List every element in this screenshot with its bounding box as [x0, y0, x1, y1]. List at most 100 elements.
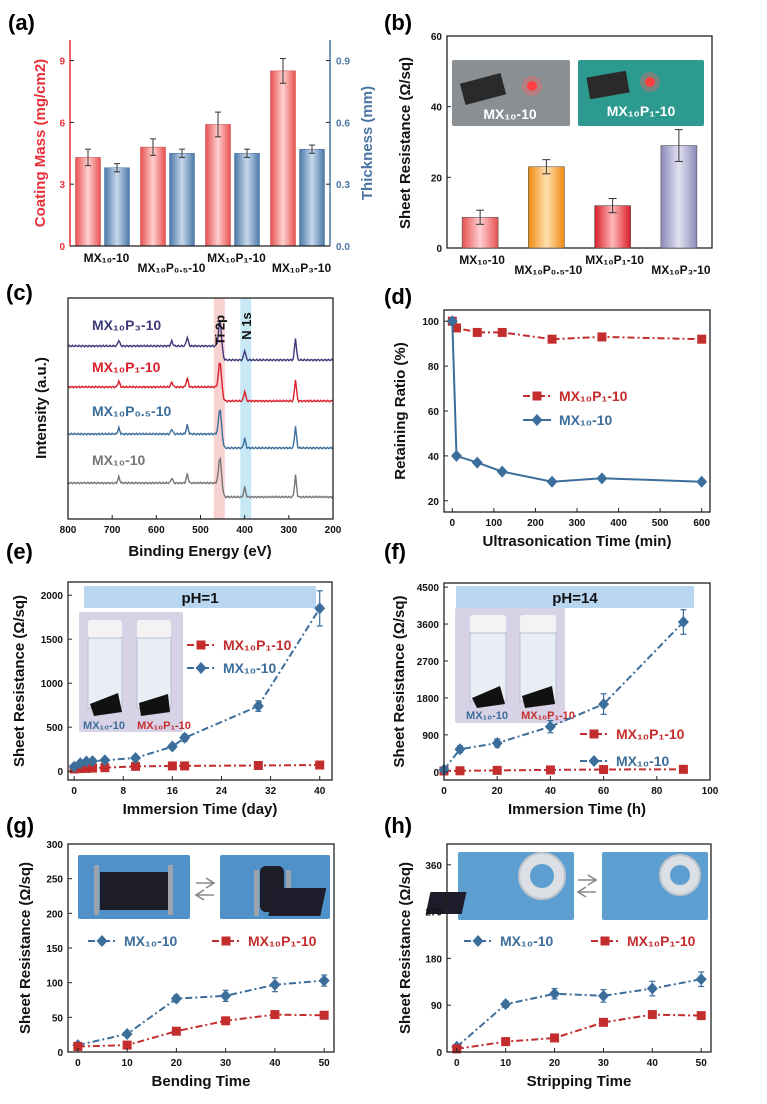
data-point [697, 334, 707, 344]
y-axis-label: Thickness (mm) [359, 86, 376, 200]
y-axis-label: Sheet Resistance (Ω/sq) [391, 595, 408, 767]
y-axis-label: Retaining Ratio (%) [392, 342, 409, 480]
x-tick-label: 50 [696, 1058, 708, 1069]
x-tick-label: 20 [549, 1058, 561, 1069]
data-point [167, 761, 177, 771]
data-point [319, 1010, 329, 1020]
data-point [252, 700, 264, 713]
legend-label: MX₁₀P₁-10 [248, 933, 317, 949]
sample-sheet [100, 872, 168, 910]
x-tick-label: 40 [269, 1058, 281, 1069]
spectrum-line [67, 320, 334, 362]
x-axis-label: Immersion Time (h) [508, 801, 646, 818]
y-tick-label: 0 [433, 768, 439, 779]
data-point [599, 765, 609, 775]
x-tick-label: 100 [702, 786, 719, 797]
data-point [598, 1017, 608, 1027]
led-light [645, 77, 655, 87]
y-tick-label: 180 [425, 954, 442, 965]
annotation: Ti 2p [212, 315, 227, 345]
data-point [454, 743, 466, 756]
y-tick-label: 90 [431, 1001, 443, 1012]
tweezer [168, 865, 173, 915]
led-light [527, 81, 537, 91]
category-label: MX₁₀P₁-10 [585, 253, 644, 267]
y-axis-label: Sheet Resistance (Ω/sq) [11, 595, 28, 767]
data-point [121, 1027, 133, 1040]
data-point [170, 992, 182, 1005]
x-tick-label: 700 [104, 525, 121, 536]
bar-thickness [104, 167, 130, 247]
vial-cap [520, 615, 556, 633]
y-tick-label: 6 [59, 118, 65, 129]
peak-band [240, 298, 252, 519]
sample-sheet [425, 892, 467, 914]
y-tick-label: 300 [46, 840, 63, 851]
y-tick-label: 80 [428, 362, 440, 373]
panel-label: (e) [6, 539, 33, 564]
x-tick-label: 50 [319, 1058, 331, 1069]
bar [660, 145, 698, 249]
category-label: MX₁₀-10 [84, 251, 130, 265]
data-point [597, 989, 609, 1002]
x-tick-label: 100 [486, 518, 503, 529]
photo-label: MX₁₀P₁-10 [607, 103, 676, 119]
chart-title: pH=1 [181, 590, 218, 607]
data-point [532, 391, 542, 401]
data-point [600, 936, 610, 946]
sample-strip [90, 693, 122, 716]
series-line [456, 978, 702, 1048]
panel-g: (g) 0 50 100 150 200 250 300 0 10 20 30 40 50 Sheet Re… [6, 813, 335, 1090]
y-tick-label: 0 [436, 244, 442, 255]
x-tick-label: 200 [527, 518, 544, 529]
y-axis-label: Sheet Resistance (Ω/sq) [397, 862, 414, 1034]
data-point [696, 475, 708, 488]
y-tick-label: 4500 [417, 583, 440, 594]
y-tick-label: 40 [428, 452, 440, 463]
data-point [678, 764, 688, 774]
y-tick-label: 60 [428, 407, 440, 418]
category-label: MX₁₀P₀.₅-10 [514, 263, 582, 277]
data-point [166, 740, 178, 753]
panel-label: (a) [8, 10, 35, 35]
y-tick-label: 0 [57, 767, 63, 778]
x-tick-label: 0 [71, 786, 77, 797]
arrow-right-icon [578, 874, 598, 886]
panel-b: (b)MX₁₀-10MX₁₀P₀.₅-10MX₁₀P₁-10MX₁₀P₃-100… [384, 10, 713, 277]
x-tick-label: 10 [122, 1058, 134, 1069]
data-point [492, 765, 502, 775]
data-point [646, 982, 658, 995]
data-point [253, 760, 263, 770]
legend-label: MX₁₀P₁-10 [223, 637, 292, 653]
y-tick-label: 0 [57, 1048, 63, 1059]
bar [528, 166, 565, 249]
y-tick-label: 900 [422, 731, 439, 742]
data-point [96, 935, 108, 947]
bar-thickness [299, 148, 325, 247]
x-tick-label: 20 [492, 786, 504, 797]
x-tick-label: 300 [280, 525, 297, 536]
y-axis-label: Coating Mass (mg/cm2) [32, 59, 49, 227]
x-axis-label: Ultrasonication Time (min) [483, 533, 672, 550]
category-label: MX₁₀-10 [459, 253, 505, 267]
panel-label: (h) [384, 813, 412, 838]
peak-band [213, 298, 225, 519]
data-point [180, 761, 190, 771]
bar-coating-mass [75, 157, 101, 247]
y2-tick-label: 0.9 [336, 57, 350, 68]
data-point [318, 974, 330, 987]
plot-frame [446, 843, 712, 1053]
y-axis-label: Sheet Resistance (Ω/sq) [397, 57, 414, 229]
x-tick-label: 0 [454, 1058, 460, 1069]
series-line [77, 1013, 325, 1048]
spectrum-line [67, 409, 334, 450]
data-point [450, 449, 462, 462]
x-tick-label: 800 [60, 525, 77, 536]
data-point [87, 755, 99, 768]
y-tick-label: 3600 [417, 620, 440, 631]
bar-coating-mass [270, 70, 296, 247]
y2-tick-label: 0.0 [336, 242, 350, 253]
legend-label: MX₁₀-10 [223, 660, 277, 676]
y-tick-label: 1000 [41, 679, 64, 690]
